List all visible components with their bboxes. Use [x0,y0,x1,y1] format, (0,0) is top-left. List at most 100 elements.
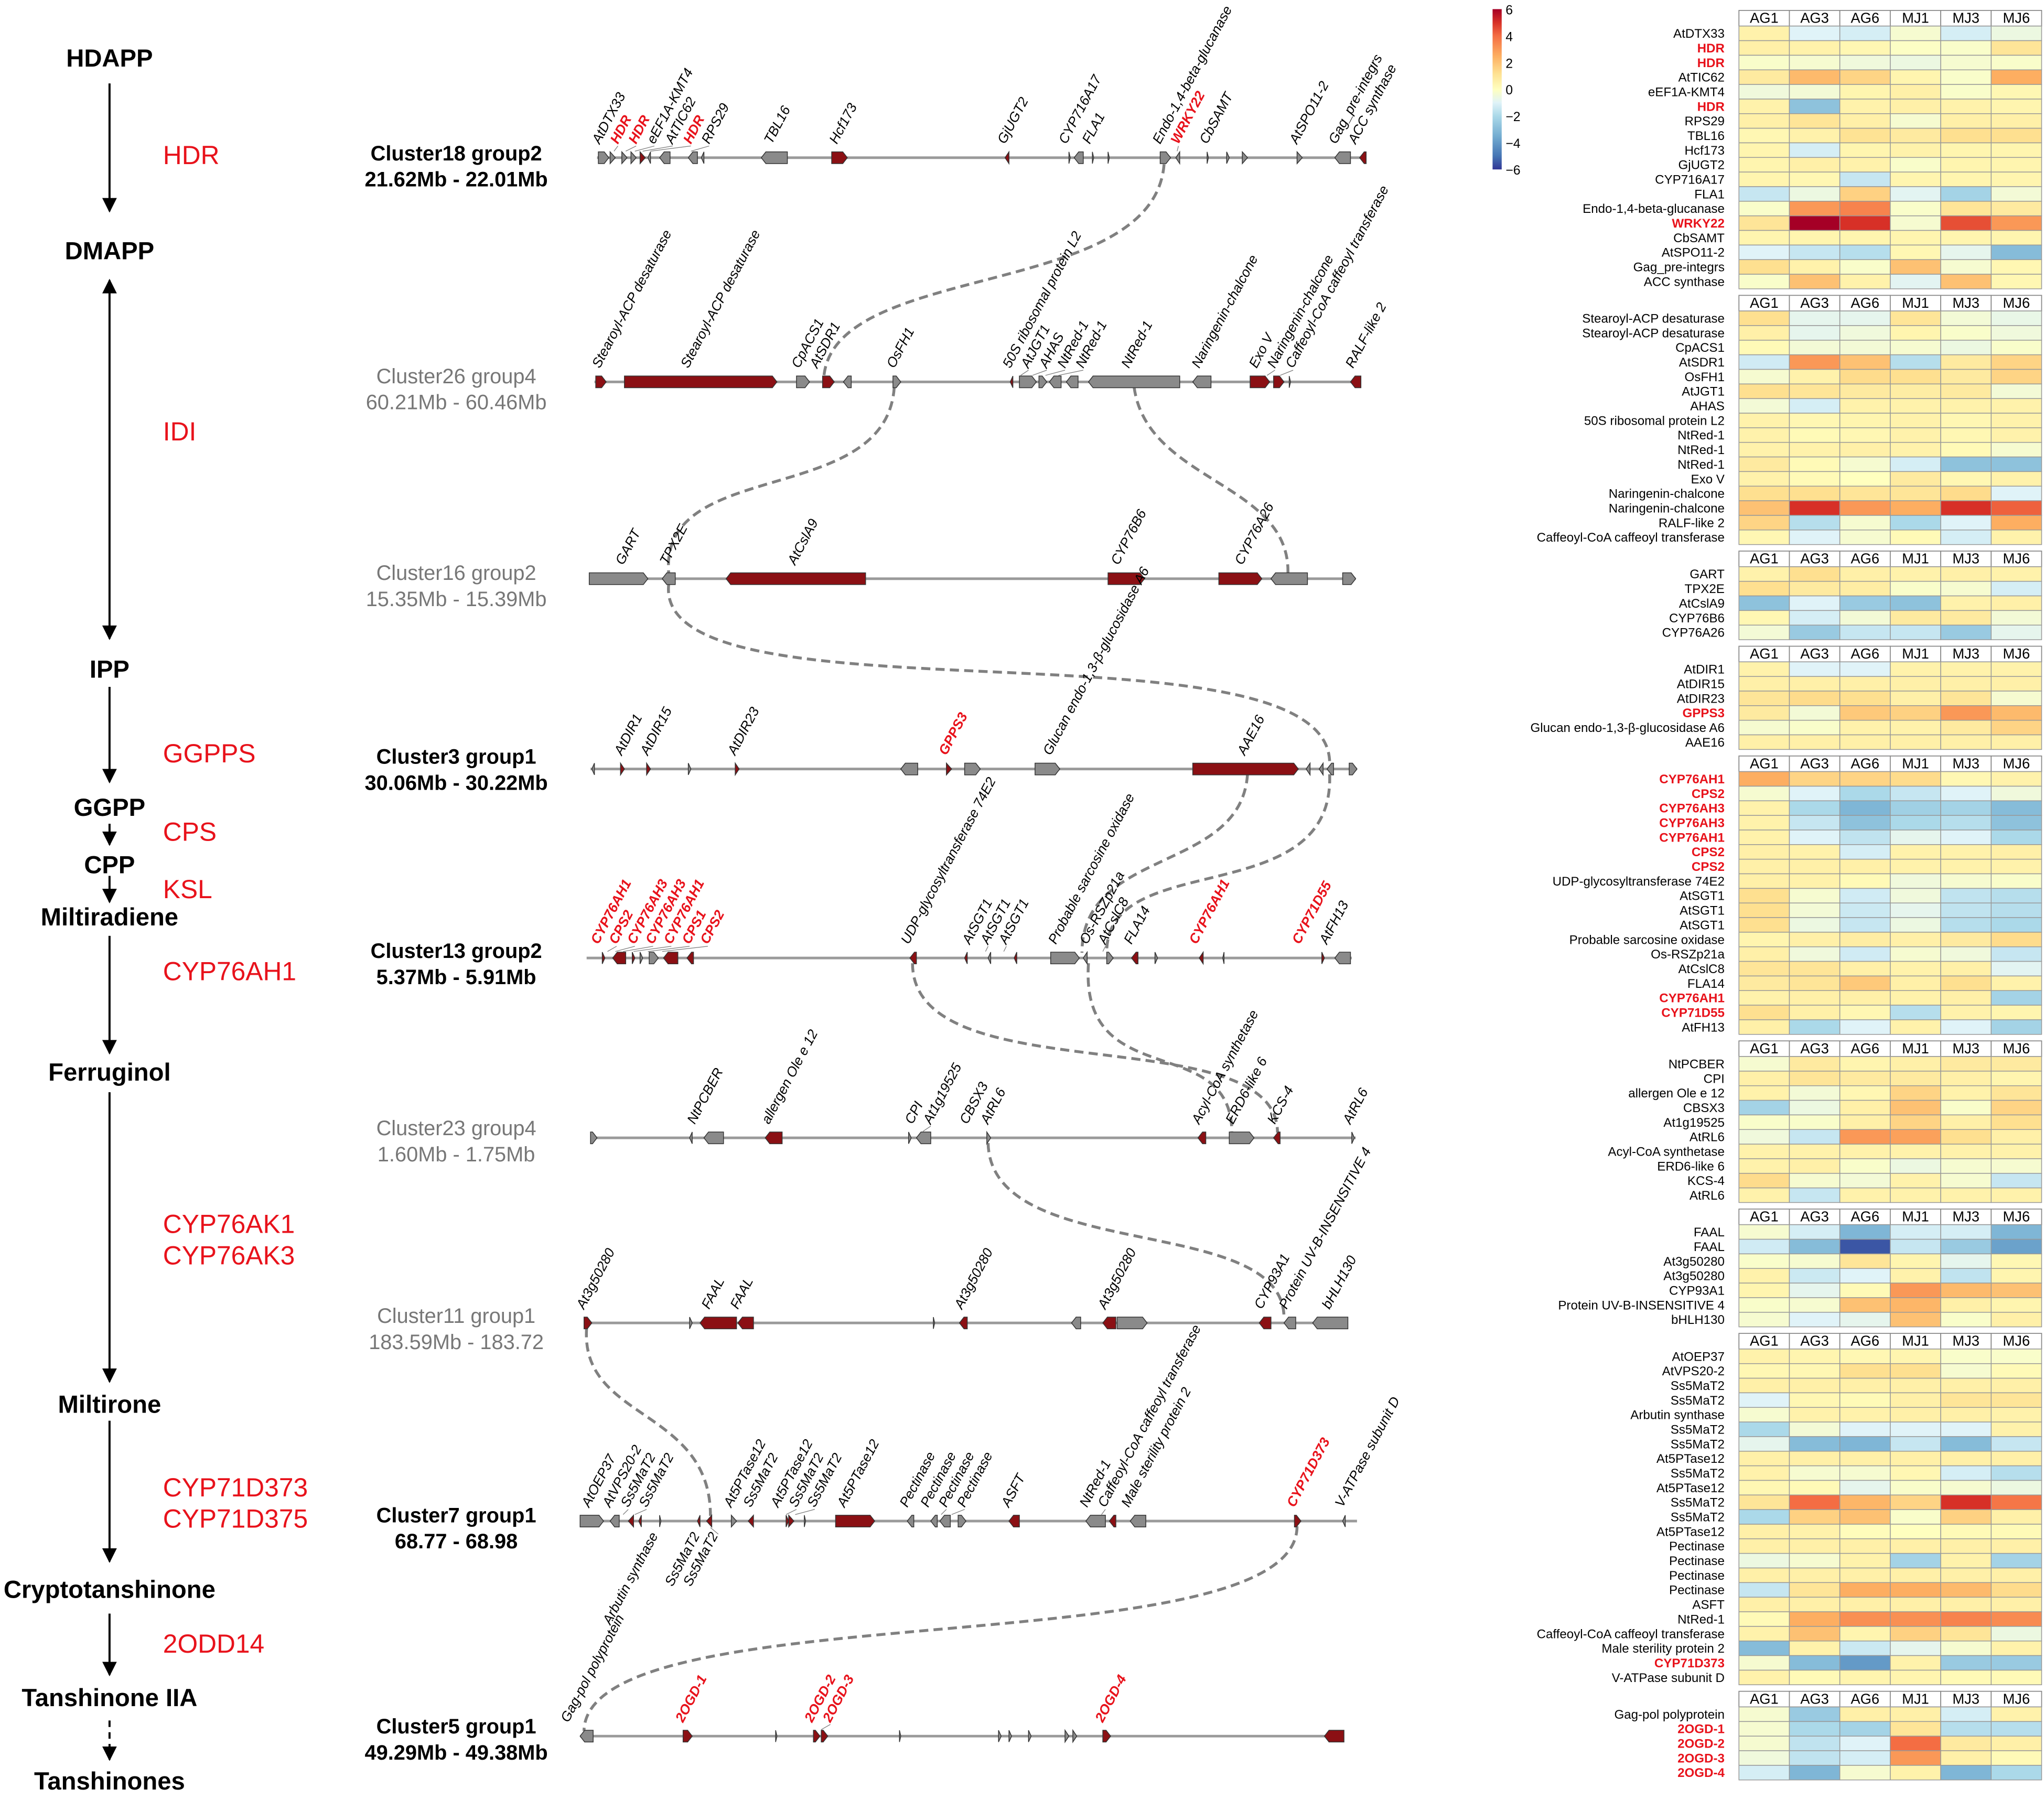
heatmap-cell [1738,383,1790,399]
heatmap-cell [1940,1085,1992,1101]
synteny-link [667,387,896,574]
column-header: AG3 [1800,645,1829,662]
gene-arrow [1312,1317,1349,1330]
gene-arrow [735,762,740,777]
heatmap-cell [1839,1005,1891,1020]
heatmap-cell [1839,946,1891,962]
heatmap-cell [1738,515,1790,531]
column-header-cell [1839,1040,1891,1057]
column-header: AG1 [1750,10,1779,26]
label-leader-line [1045,370,1066,376]
heatmap-cell [1839,369,1891,385]
column-header: AG6 [1851,1040,1879,1057]
heatmap-cell [1940,1736,1992,1751]
gene-arrow [1334,952,1351,965]
heatmap-cell [1839,1407,1891,1422]
row-label: AtOEP37 [1672,1350,1725,1364]
heatmap-cell [1991,1567,2042,1583]
metabolite-label: IPP [90,656,130,684]
column-header: AG3 [1800,1690,1829,1707]
heatmap-cell [1738,274,1790,289]
row-label: Exo V [1691,472,1725,487]
heatmap-cell [1890,932,1941,947]
column-header: AG6 [1851,295,1879,311]
enzyme-label: CYP76AK1 [163,1210,295,1239]
column-header-cell [1991,551,2042,567]
heatmap-cell [1940,310,1992,326]
heatmap-cell [1940,1392,1992,1408]
column-header: AG6 [1851,10,1879,26]
heatmap-cell [1940,186,1992,202]
heatmap-cell [1738,1187,1790,1203]
heatmap-cell [1789,201,1841,217]
heatmap-cell [1839,1129,1891,1145]
heatmap-cell [1940,25,1992,41]
gene-arrow [706,1514,713,1528]
cluster-range: 15.35Mb - 15.39Mb [366,588,547,611]
column-header: MJ3 [1952,755,1980,771]
column-header-cell [1991,755,2042,772]
gene-arrow [909,952,917,965]
cluster-range: 183.59Mb - 183.72 [369,1331,544,1354]
heatmap-cell [1839,1363,1891,1379]
gene-arrow [1019,375,1037,389]
label-leader-line [648,946,690,952]
heatmap-cell [1991,369,2042,385]
heatmap-cell [1839,719,1891,736]
label-leader-line [985,946,988,952]
synteny-link [1086,963,1233,1133]
heatmap-cell [1738,1669,1790,1685]
heatmap-cell [1839,888,1891,903]
heatmap-cell [1738,486,1790,501]
column-header: AG6 [1851,1690,1879,1707]
gene-arrow [649,952,659,965]
gene-arrow [659,151,671,164]
heatmap-cell [1991,1494,2042,1510]
column-header: AG6 [1851,645,1879,662]
heatmap-cell [1940,1721,1992,1737]
row-label: Ss5MaT2 [1671,1496,1725,1510]
gene-arrow [590,1131,598,1145]
heatmap-cell [1940,1100,1992,1116]
heatmap-cell [1991,1736,2042,1751]
gene-arrow [1072,1729,1078,1743]
heatmap-cell [1738,676,1790,692]
heatmap-cell [1991,961,2042,977]
heatmap-cell [1789,486,1841,501]
heatmap-cell [1890,1056,1941,1072]
heatmap-cell [1738,975,1790,991]
row-label: CbSAMT [1673,231,1725,245]
gene-arrow [1159,151,1171,164]
heatmap-cell [1890,1669,1941,1685]
heatmap-cell [1991,1640,2042,1656]
row-label: WRKY22 [1672,217,1724,231]
column-header-cell [1789,755,1841,772]
gene-arrow [1102,1317,1116,1330]
heatmap-cell [1738,186,1790,202]
synteny-link [583,1526,1299,1731]
heatmap-cell [1789,946,1841,962]
gene-arrow [661,572,676,585]
heatmap-cell [1738,734,1790,750]
heatmap-cell [1991,1282,2042,1298]
row-label: Pectinase [1669,1554,1725,1568]
heatmap-cell [1839,1297,1891,1313]
heatmap-block: AG1 AG3 AG6 MJ1 MJ3 MJ6AtOEP37AtVPS20-2Ss5MaT… [1537,1333,2042,1685]
heatmap-cell [1738,1509,1790,1525]
gene-arrow [609,1515,620,1527]
heatmap-cell [1789,1100,1841,1116]
heatmap-cell [1890,595,1941,611]
column-header: AG1 [1750,1333,1779,1349]
heatmap-cell [1991,1297,2042,1313]
gene-arrow [1342,1515,1346,1527]
heatmap-cell [1839,1553,1891,1569]
gene-label: TBL16 [761,103,794,146]
heatmap-cell [1890,25,1941,41]
gene-arrow [998,1730,1002,1742]
gene-arrow [899,1730,901,1742]
row-label: ERD6-like 6 [1657,1159,1725,1173]
heatmap-cell [1890,1224,1941,1240]
heatmap-cell [1940,1611,1992,1627]
gene-arrow [964,952,968,964]
heatmap-cell [1738,1538,1790,1554]
